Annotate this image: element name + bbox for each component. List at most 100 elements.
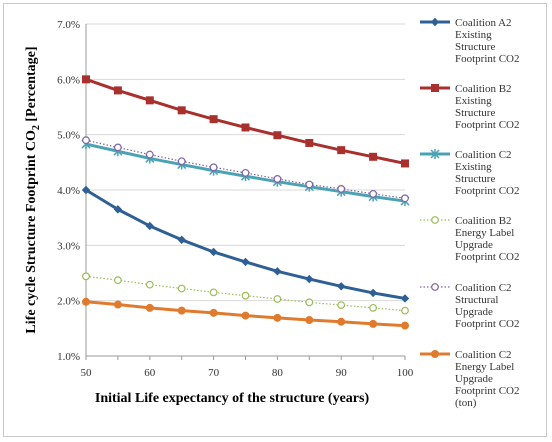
series-1 — [81, 185, 410, 303]
data-point — [241, 291, 250, 300]
legend-swatch-marker — [430, 17, 440, 27]
y-axis-title-tail: [Percentage] — [24, 46, 39, 125]
data-point — [177, 235, 186, 244]
legend-swatch-marker — [431, 283, 439, 291]
data-point — [177, 106, 186, 115]
data-point — [82, 297, 90, 306]
legend-swatch-marker — [430, 149, 440, 159]
data-point — [305, 138, 314, 147]
data-point — [82, 136, 90, 145]
legend-label: Footprint CO2 — [455, 185, 519, 197]
data-point — [401, 321, 409, 330]
data-point — [337, 317, 346, 326]
data-point — [177, 284, 186, 293]
data-point — [177, 157, 186, 166]
y-tick-label: 3.0% — [57, 240, 80, 252]
y-tick-label: 6.0% — [57, 74, 80, 86]
data-point — [209, 288, 218, 297]
data-point — [305, 316, 314, 325]
data-point — [113, 205, 123, 214]
y-tick-label: 2.0% — [57, 296, 80, 308]
legend-label: Footprint CO2 — [455, 385, 519, 397]
data-point — [82, 272, 90, 281]
series-line — [85, 188, 406, 300]
data-point — [209, 308, 218, 317]
data-point — [369, 189, 378, 198]
y-axis-title: Life cycle Structure Footprint CO2 [Perc… — [24, 46, 42, 333]
data-point — [209, 115, 218, 124]
legend-swatch-marker — [431, 350, 439, 358]
data-point — [81, 185, 91, 195]
legend-label: Energy Label — [455, 361, 514, 373]
data-point — [241, 123, 250, 132]
data-point — [273, 295, 282, 303]
legend-label: Coalition A2 — [455, 17, 512, 29]
legend-label: Upgrade — [455, 373, 493, 385]
data-point — [241, 311, 250, 320]
data-point — [82, 75, 90, 84]
data-point — [369, 152, 378, 161]
legend-label: Upgrade — [455, 306, 493, 318]
series-2 — [82, 75, 409, 168]
data-point — [401, 159, 409, 168]
data-point — [368, 288, 378, 298]
y-tick-label: 1.0% — [57, 351, 80, 363]
legend-label: Footprint CO2 — [455, 119, 519, 131]
legend-label: (ton) — [455, 397, 477, 409]
x-axis-title: Initial Life expectancy of the structure… — [95, 391, 370, 406]
data-point — [177, 306, 186, 315]
legend-label: Coalition B2 — [455, 215, 512, 227]
data-point — [337, 146, 346, 155]
data-point — [337, 282, 346, 291]
series-6 — [82, 297, 409, 330]
data-point — [400, 294, 410, 303]
x-tick-label: 90 — [336, 367, 348, 379]
legend-label: Structure — [455, 173, 495, 185]
legend-label: Existing — [455, 161, 492, 173]
data-point — [305, 274, 314, 284]
x-tick-label: 100 — [397, 367, 414, 379]
data-point — [369, 303, 378, 312]
legend-label: Existing — [455, 95, 492, 107]
data-point — [337, 301, 346, 309]
y-tick-label: 4.0% — [57, 185, 80, 197]
legend-label: Footprint CO2 — [455, 251, 519, 263]
legend-swatch-marker — [431, 84, 439, 92]
data-point — [145, 96, 154, 105]
legend-label: Footprint CO2 — [455, 318, 519, 330]
legend-label: Footprint CO2 — [455, 53, 519, 65]
data-point — [401, 194, 409, 203]
data-point — [209, 163, 218, 172]
legend-label: Existing — [455, 29, 492, 41]
data-point — [401, 306, 409, 315]
data-point — [113, 143, 122, 152]
data-point — [241, 168, 250, 177]
data-point — [305, 180, 314, 189]
data-point — [241, 257, 250, 267]
series-line — [85, 139, 406, 199]
legend-label: Structure — [455, 41, 495, 53]
legend-label: Coalition C2 — [455, 282, 512, 294]
data-point — [369, 319, 378, 328]
legend-label: Upgrade — [455, 239, 493, 251]
series-layer — [81, 75, 410, 330]
data-point — [145, 221, 154, 231]
x-tick-label: 80 — [272, 367, 284, 379]
series-4 — [82, 272, 409, 315]
data-point — [273, 313, 282, 322]
legend-label: Coalition C2 — [455, 149, 512, 161]
series-line — [85, 275, 406, 312]
chart-frame — [3, 3, 547, 437]
data-point — [113, 276, 122, 285]
legend-label: Structure — [455, 107, 495, 119]
data-point — [145, 280, 154, 289]
data-point — [113, 300, 122, 309]
legend-label: Structural — [455, 294, 498, 306]
data-point — [273, 267, 282, 276]
